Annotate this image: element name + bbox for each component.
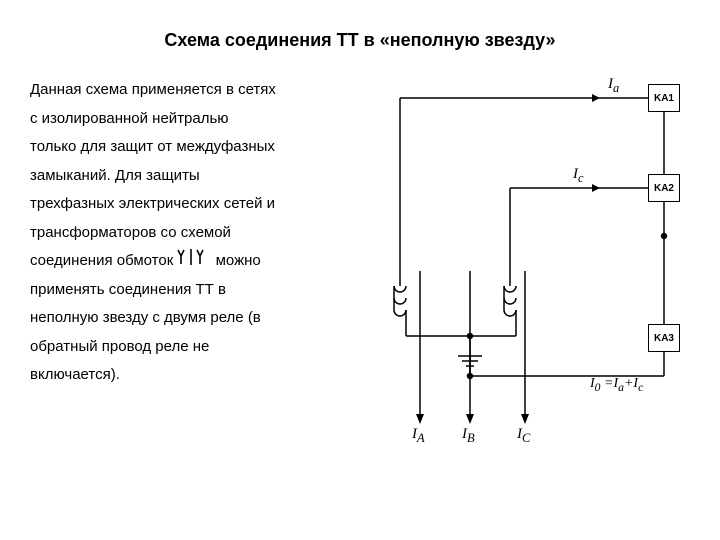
stardelta-symbol-icon xyxy=(177,247,211,276)
text-line: трехфазных электрических сетей и xyxy=(30,190,370,219)
text-line: Данная схема применяется в сетях xyxy=(30,76,370,105)
relay-ka3: KA3 xyxy=(648,324,680,352)
text-line: неполную звезду с двумя реле (в xyxy=(30,304,370,333)
label-formula: I0 =Ia+Ic xyxy=(590,376,643,394)
text-line: трансформаторов со схемой xyxy=(30,219,370,248)
label-iA: IA xyxy=(412,426,425,446)
relay-ka1: KA1 xyxy=(648,84,680,112)
text-fragment: соединения обмоток xyxy=(30,252,177,269)
text-line: обратный провод реле не xyxy=(30,333,370,362)
text-line-with-symbol: соединения обмоток можно xyxy=(30,247,370,276)
description-text: Данная схема применяется в сетях с изоли… xyxy=(30,76,370,390)
circuit-diagram: KA1 KA2 KA3 Ia Ic IA IB IC I0 =Ia+Ic xyxy=(370,76,690,390)
label-ic: Ic xyxy=(573,166,584,186)
text-line: с изолированной нейтралью xyxy=(30,105,370,134)
text-line: замыканий. Для защиты xyxy=(30,162,370,191)
label-iC: IC xyxy=(517,426,530,446)
text-line: включается). xyxy=(30,361,370,390)
relay-ka2: KA2 xyxy=(648,174,680,202)
text-fragment: можно xyxy=(211,252,260,269)
text-line: только для защит от междуфазных xyxy=(30,133,370,162)
content-row: Данная схема применяется в сетях с изоли… xyxy=(0,51,720,390)
page-title: Схема соединения ТТ в «неполную звезду» xyxy=(0,0,720,51)
label-ia: Ia xyxy=(608,76,619,96)
label-iB: IB xyxy=(462,426,475,446)
text-line: применять соединения ТТ в xyxy=(30,276,370,305)
circuit-svg xyxy=(370,76,690,456)
